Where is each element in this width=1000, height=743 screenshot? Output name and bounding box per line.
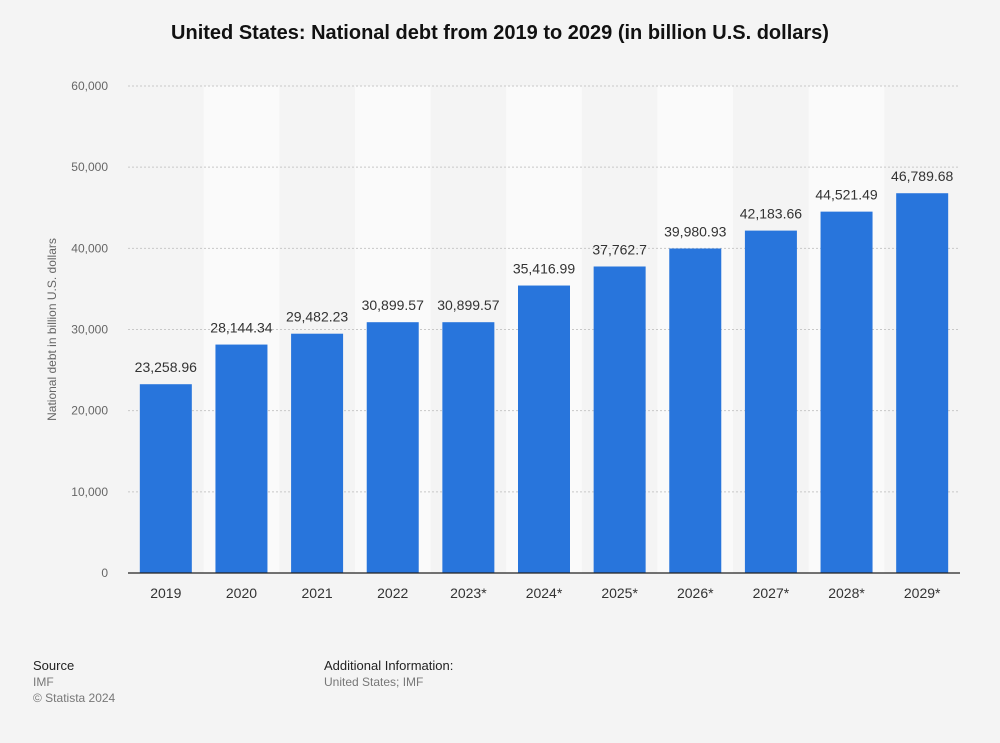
chart-title: United States: National debt from 2019 t… (171, 22, 829, 44)
x-tick-label: 2026* (677, 585, 714, 601)
bar (744, 230, 797, 573)
bar (820, 211, 873, 573)
x-tick-label: 2020 (226, 585, 257, 601)
bar (669, 248, 722, 574)
y-tick-label: 10,000 (71, 485, 108, 499)
y-tick-label: 20,000 (71, 404, 108, 418)
bar (442, 322, 495, 573)
x-tick-label: 2023* (450, 585, 487, 601)
y-tick-label: 60,000 (71, 79, 108, 93)
data-label: 35,416.99 (513, 261, 575, 277)
data-label: 23,258.96 (135, 359, 197, 375)
x-tick-label: 2019 (150, 585, 181, 601)
data-label: 30,899.57 (437, 297, 499, 313)
data-label: 42,183.66 (740, 206, 802, 222)
x-tick-label: 2021 (302, 585, 333, 601)
x-tick-label: 2029* (904, 585, 941, 601)
y-tick-label: 40,000 (71, 241, 108, 255)
x-tick-label: 2024* (526, 585, 563, 601)
x-tick-label: 2022 (377, 585, 408, 601)
data-label: 39,980.93 (664, 223, 726, 239)
data-label: 30,899.57 (362, 297, 424, 313)
y-axis-title: National debt in billion U.S. dollars (45, 238, 59, 421)
data-label: 28,144.34 (210, 320, 272, 336)
bar-chart: 0 10,000 20,000 30,000 40,000 50,000 60,000 Nat… (45, 79, 960, 601)
bar (139, 384, 192, 573)
bar (215, 344, 268, 573)
additional-info-block: Additional Information: United States; I… (324, 658, 453, 690)
data-label: 37,762.7 (592, 241, 647, 257)
bar (291, 333, 344, 573)
data-label: 44,521.49 (815, 187, 877, 203)
y-tick-label: 0 (101, 566, 108, 580)
copyright: © Statista 2024 (33, 691, 116, 705)
x-tick-label: 2028* (828, 585, 865, 601)
additional-info-value: United States; IMF (324, 675, 424, 689)
additional-info-heading: Additional Information: (324, 658, 454, 673)
source-value: IMF (33, 675, 54, 689)
bar (896, 193, 949, 574)
y-tick-label: 30,000 (71, 323, 108, 337)
x-tick-label: 2027* (753, 585, 790, 601)
data-label: 46,789.68 (891, 168, 953, 184)
bar (366, 322, 419, 573)
bar (518, 285, 570, 573)
source-heading: Source (33, 658, 75, 673)
x-tick-label: 2025* (601, 585, 638, 601)
bar (593, 266, 646, 573)
data-label: 29,482.23 (286, 309, 348, 325)
source-block: Source IMF © Statista 2024 (33, 658, 115, 706)
y-tick-label: 50,000 (71, 160, 108, 174)
